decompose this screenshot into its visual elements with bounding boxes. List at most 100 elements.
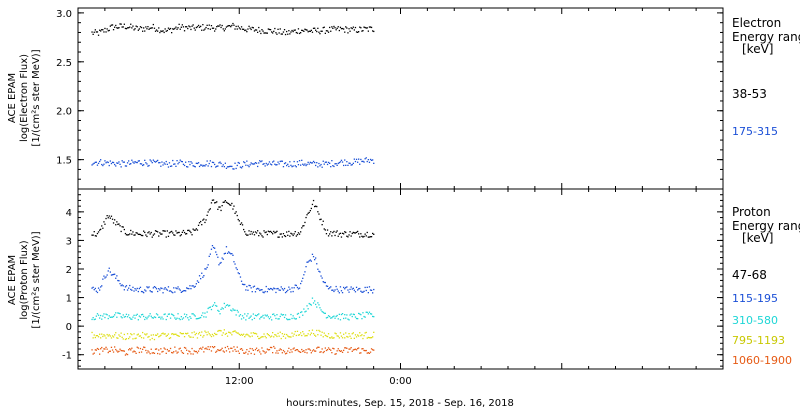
- data-point: [264, 231, 266, 234]
- data-point: [181, 24, 183, 26]
- data-point: [291, 317, 293, 320]
- data-point: [178, 317, 180, 320]
- data-point: [350, 286, 352, 288]
- data-point: [267, 288, 269, 290]
- data-point: [334, 353, 336, 355]
- data-point: [344, 288, 346, 290]
- data-point: [91, 31, 93, 33]
- data-point: [110, 337, 113, 339]
- data-point: [312, 302, 315, 304]
- data-point: [283, 162, 286, 165]
- x-axis: 12:00 0:00: [225, 376, 412, 387]
- data-point: [305, 334, 307, 337]
- data-point: [116, 350, 118, 352]
- data-point: [229, 165, 231, 168]
- data-point: [190, 161, 192, 163]
- data-point: [101, 318, 103, 320]
- data-point: [284, 33, 287, 36]
- data-point: [209, 346, 211, 348]
- data-point: [144, 318, 146, 321]
- data-point: [359, 163, 361, 165]
- data-point: [203, 275, 205, 277]
- data-point: [362, 291, 364, 293]
- data-point: [136, 334, 138, 336]
- data-point: [249, 164, 251, 166]
- data-point: [200, 347, 202, 349]
- electron-ylabel-line2: log(Electron Flux): [19, 54, 30, 142]
- data-point: [168, 337, 171, 340]
- proton-ytick-label: 2: [66, 265, 72, 276]
- data-point: [268, 288, 271, 291]
- data-point: [248, 335, 250, 337]
- data-point: [244, 283, 246, 286]
- data-point: [289, 235, 291, 237]
- data-point: [304, 335, 306, 337]
- data-point: [105, 217, 107, 220]
- data-point: [173, 163, 175, 165]
- data-point: [164, 313, 166, 315]
- data-point: [96, 347, 99, 350]
- data-point: [350, 164, 352, 166]
- data-point: [160, 30, 162, 32]
- data-point: [91, 331, 93, 334]
- data-point: [190, 231, 192, 234]
- data-point: [200, 164, 202, 166]
- data-point: [154, 316, 157, 319]
- data-point: [250, 28, 252, 31]
- data-point: [172, 232, 174, 234]
- data-point: [255, 333, 258, 335]
- data-point: [208, 333, 210, 335]
- data-point: [130, 288, 132, 291]
- data-point: [341, 292, 344, 294]
- data-point: [247, 289, 249, 291]
- data-point: [119, 313, 121, 315]
- data-point: [329, 315, 331, 318]
- data-point: [137, 160, 139, 162]
- data-point: [238, 162, 240, 164]
- data-point: [258, 162, 260, 164]
- data-point: [116, 162, 118, 164]
- data-point: [146, 235, 148, 238]
- data-point: [353, 29, 355, 31]
- data-point: [279, 289, 281, 291]
- data-point: [134, 161, 136, 163]
- data-point: [118, 27, 120, 29]
- data-point: [337, 26, 339, 28]
- data-point: [168, 290, 171, 292]
- data-point: [337, 290, 339, 292]
- data-point: [175, 165, 177, 167]
- data-point: [196, 318, 199, 320]
- data-point: [336, 230, 338, 232]
- data-point: [361, 334, 363, 336]
- data-point: [204, 28, 206, 30]
- data-point: [280, 313, 282, 315]
- data-point: [110, 316, 113, 318]
- data-point: [341, 27, 344, 30]
- electron-ytick-label: 2.5: [56, 58, 72, 69]
- data-point: [200, 278, 202, 280]
- data-point: [229, 351, 231, 353]
- data-point: [138, 287, 140, 290]
- data-point: [253, 317, 256, 319]
- data-point: [115, 348, 117, 351]
- data-point: [316, 205, 318, 208]
- data-point: [294, 231, 296, 233]
- data-point: [297, 350, 300, 352]
- data-point: [194, 229, 196, 231]
- data-point: [251, 163, 253, 165]
- data-point: [274, 315, 276, 317]
- data-point: [236, 309, 238, 312]
- data-point: [140, 26, 143, 29]
- data-point: [99, 353, 101, 355]
- data-point: [132, 25, 134, 27]
- data-point: [263, 292, 265, 294]
- data-point: [341, 232, 344, 234]
- data-point: [215, 166, 217, 168]
- data-point: [368, 161, 371, 163]
- data-point: [296, 161, 299, 163]
- data-point: [320, 163, 322, 166]
- data-point: [323, 228, 325, 230]
- data-point: [257, 314, 259, 316]
- data-point: [237, 161, 239, 164]
- data-point: [183, 346, 186, 349]
